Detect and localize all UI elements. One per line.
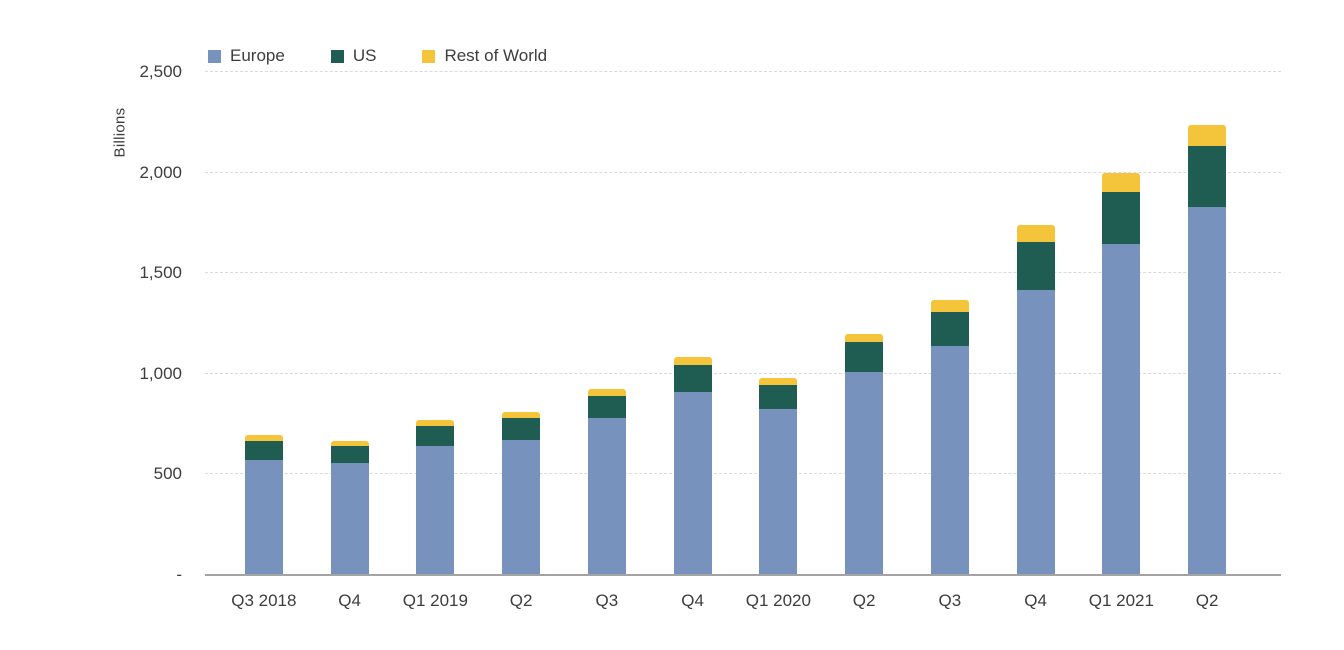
gridline-500 [205,473,1281,475]
gridline-1500 [205,272,1281,274]
gridline-2000 [205,171,1281,173]
segment-europe [759,409,798,575]
segment-rest-of-world [502,412,541,418]
segment-rest-of-world [1016,225,1055,242]
bar-slot [393,420,479,575]
segment-rest-of-world [244,435,283,441]
bar-slot [907,300,993,575]
bar-q4 [1016,225,1055,575]
x-label-q3-2018: Q3 2018 [231,591,297,610]
segment-us [330,446,369,463]
segment-europe [930,346,969,575]
x-label-q3: Q3 [938,591,962,610]
segment-us [845,342,884,372]
segment-rest-of-world [587,389,626,396]
x-label-q3: Q3 [595,591,619,610]
x-label-q4: Q4 [1024,591,1047,610]
segment-rest-of-world [673,357,712,365]
segment-rest-of-world [759,378,798,385]
x-label-q2: Q2 [509,591,533,610]
segment-rest-of-world [416,420,455,426]
bar-q1-2019 [416,420,455,575]
segment-rest-of-world [930,300,969,312]
plot-area [205,71,1281,576]
legend-item-us: US [330,46,377,66]
x-axis-line [205,574,1281,576]
y-tick-0: - [176,565,182,584]
segment-us [1016,242,1055,290]
legend-item-rest-of-world: Rest of World [422,46,547,66]
segment-us [1102,192,1141,244]
bar-slot [650,357,736,575]
legend-item-europe: Europe [208,46,285,66]
segment-rest-of-world [1102,173,1141,192]
bar-q3 [930,300,969,575]
bar-q1-2021 [1102,173,1141,575]
y-tick-500: 500 [153,464,182,484]
bar-q2 [845,334,884,575]
legend-label: Rest of World [444,46,548,65]
segment-us [1188,146,1227,207]
segment-europe [416,446,455,575]
segment-us [930,312,969,346]
bar-q4 [673,357,712,575]
x-label-q1-2020: Q1 2020 [745,591,811,610]
bar-slot [478,412,564,575]
bar-slot [307,441,393,575]
segment-us [502,418,541,440]
segment-us [587,396,626,418]
legend-label: Europe [230,46,285,65]
gridline-2500 [205,71,1281,72]
segment-europe [1016,290,1055,575]
bar-q1-2020 [759,378,798,575]
bars-row [221,72,1250,575]
x-label-q4: Q4 [338,591,361,610]
segment-europe [244,460,283,575]
segment-us [416,426,455,446]
bar-slot [564,389,650,575]
segment-europe [1188,207,1227,575]
legend-swatch-us [330,49,344,63]
y-tick-1000: 1,000 [139,363,182,383]
legend: Europe US Rest of World [208,46,547,66]
bar-q3-2018 [244,435,283,575]
y-tick-2500: 2,500 [139,62,182,81]
bar-slot [993,225,1079,575]
y-tick-2000: 2,000 [139,162,182,182]
bar-q4 [330,441,369,575]
segment-europe [1102,244,1141,575]
segment-europe [845,372,884,575]
legend-swatch-europe [208,49,221,63]
legend-label: US [352,46,377,65]
segment-us [759,385,798,409]
segment-europe [587,418,626,575]
gridline-1000 [205,372,1281,374]
x-axis-labels: Q3 2018 Q4 Q1 2019 Q2 Q3 Q4 Q1 2020 Q2 Q3 Q4 Q1 20… [221,591,1250,611]
legend-swatch-rest-of-world [422,49,436,63]
segment-us [673,365,712,392]
y-axis-ticks: - 500 1,000 1,500 2,000 2,500 [0,62,190,584]
segment-rest-of-world [330,441,369,446]
x-label-q2: Q2 [1195,591,1219,610]
segment-rest-of-world [845,334,884,342]
bar-slot [821,334,907,575]
bar-slot [736,378,822,575]
x-label-q4: Q4 [681,591,704,610]
bar-q2 [502,412,541,575]
bar-slot [221,435,307,575]
segment-europe [502,440,541,575]
segment-rest-of-world [1188,125,1227,146]
y-tick-1500: 1,500 [139,263,182,283]
bar-slot [1079,173,1165,575]
bar-q3 [587,389,626,575]
segment-europe [330,463,369,575]
x-label-q2: Q2 [852,591,876,610]
x-label-q1-2021: Q1 2021 [1088,591,1154,610]
bar-q2 [1188,125,1227,575]
bar-slot [1164,125,1250,575]
segment-us [244,441,283,460]
segment-europe [673,392,712,575]
x-label-q1-2019: Q1 2019 [402,591,468,610]
